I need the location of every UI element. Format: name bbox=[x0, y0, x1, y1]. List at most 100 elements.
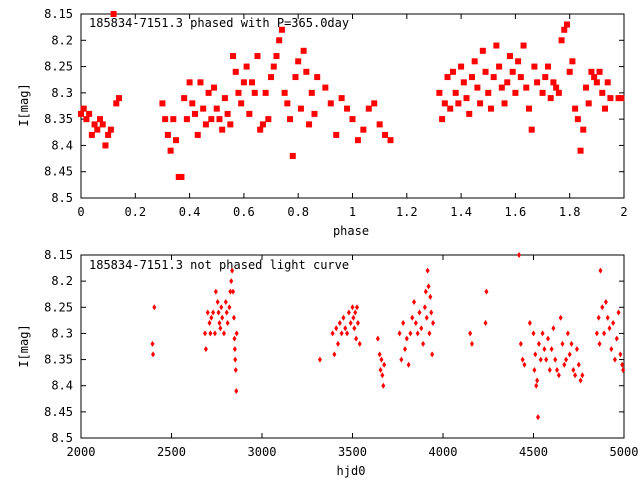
data-point bbox=[110, 11, 117, 17]
data-point bbox=[230, 267, 235, 274]
data-point bbox=[233, 356, 238, 363]
data-point bbox=[527, 319, 532, 326]
data-point bbox=[231, 288, 236, 295]
y-tick-label: 8.45 bbox=[44, 165, 73, 179]
data-point bbox=[542, 346, 547, 353]
y-axis-label: I[mag] bbox=[17, 83, 31, 126]
data-point bbox=[224, 110, 231, 117]
data-point bbox=[620, 361, 625, 368]
data-point bbox=[463, 95, 470, 102]
data-point bbox=[97, 116, 104, 123]
data-point bbox=[555, 89, 562, 96]
data-point bbox=[330, 330, 335, 337]
data-point bbox=[257, 126, 264, 133]
data-point bbox=[460, 79, 467, 86]
data-point bbox=[380, 372, 385, 379]
data-point bbox=[410, 314, 415, 321]
data-point bbox=[80, 105, 87, 112]
data-point bbox=[482, 68, 489, 75]
data-point bbox=[597, 340, 602, 347]
data-point bbox=[538, 356, 543, 363]
data-point bbox=[536, 340, 541, 347]
data-point bbox=[352, 325, 357, 332]
data-point bbox=[598, 267, 603, 274]
data-point bbox=[423, 288, 428, 295]
data-point bbox=[422, 304, 427, 311]
data-point bbox=[232, 346, 237, 353]
data-point bbox=[569, 340, 574, 347]
data-point bbox=[576, 361, 581, 368]
data-point bbox=[308, 89, 315, 96]
chart-unphased: 185834-7151.3 not phased light curve hjd… bbox=[17, 248, 638, 478]
data-point bbox=[354, 137, 361, 144]
data-point bbox=[493, 42, 500, 49]
y-tick-label: 8.2 bbox=[51, 274, 73, 288]
data-point bbox=[542, 74, 549, 81]
data-point bbox=[162, 116, 169, 123]
data-point bbox=[602, 330, 607, 337]
data-point bbox=[415, 330, 420, 337]
data-point bbox=[202, 121, 209, 128]
data-point bbox=[243, 63, 250, 70]
data-point bbox=[181, 95, 188, 102]
y-tick-label: 8.5 bbox=[51, 431, 73, 445]
data-point bbox=[234, 387, 239, 394]
data-point bbox=[107, 126, 114, 133]
data-point bbox=[550, 79, 557, 86]
data-point bbox=[211, 309, 216, 316]
data-point bbox=[430, 351, 435, 358]
y-tick-label: 8.3 bbox=[51, 86, 73, 100]
data-point bbox=[520, 356, 525, 363]
data-point bbox=[194, 131, 201, 138]
data-point bbox=[208, 116, 215, 123]
data-point bbox=[588, 68, 595, 75]
x-tick-label: 4000 bbox=[429, 445, 458, 459]
data-point bbox=[86, 110, 93, 117]
data-point bbox=[594, 330, 599, 337]
data-point bbox=[152, 304, 157, 311]
data-point bbox=[322, 84, 329, 91]
data-point bbox=[412, 299, 417, 306]
x-tick-label: 1.2 bbox=[396, 205, 418, 219]
x-tick-label: 4500 bbox=[519, 445, 548, 459]
data-point bbox=[564, 356, 569, 363]
x-tick-label: 1.4 bbox=[450, 205, 472, 219]
data-point bbox=[227, 304, 232, 311]
data-point bbox=[484, 288, 489, 295]
data-point bbox=[178, 173, 185, 180]
data-point bbox=[211, 84, 218, 91]
data-point bbox=[300, 47, 307, 54]
data-point bbox=[532, 367, 537, 374]
data-point bbox=[572, 105, 579, 112]
data-point bbox=[167, 147, 174, 154]
data-point bbox=[593, 79, 600, 86]
data-point bbox=[402, 346, 407, 353]
data-point bbox=[228, 288, 233, 295]
x-tick-label: 0.2 bbox=[124, 205, 146, 219]
data-point bbox=[213, 105, 220, 112]
x-tick-label: 1.8 bbox=[559, 205, 581, 219]
data-point bbox=[534, 79, 541, 86]
data-point bbox=[596, 314, 601, 321]
y-tick-label: 8.3 bbox=[51, 326, 73, 340]
data-point bbox=[562, 361, 567, 368]
data-point bbox=[159, 100, 166, 107]
y-tick-label: 8.15 bbox=[44, 7, 73, 21]
x-tick-label: 0.8 bbox=[287, 205, 309, 219]
data-point bbox=[520, 42, 527, 49]
data-point bbox=[232, 335, 237, 342]
data-point bbox=[235, 89, 242, 96]
data-point bbox=[306, 121, 313, 128]
data-point bbox=[183, 116, 190, 123]
data-point bbox=[262, 89, 269, 96]
data-point bbox=[425, 267, 430, 274]
data-point bbox=[399, 356, 404, 363]
data-point bbox=[397, 330, 402, 337]
chart-title: 185834-7151.3 not phased light curve bbox=[89, 258, 349, 272]
data-point bbox=[504, 79, 511, 86]
data-point bbox=[94, 126, 101, 133]
data-point bbox=[558, 314, 563, 321]
data-point bbox=[535, 377, 540, 384]
data-point bbox=[246, 110, 253, 117]
data-point bbox=[574, 346, 579, 353]
